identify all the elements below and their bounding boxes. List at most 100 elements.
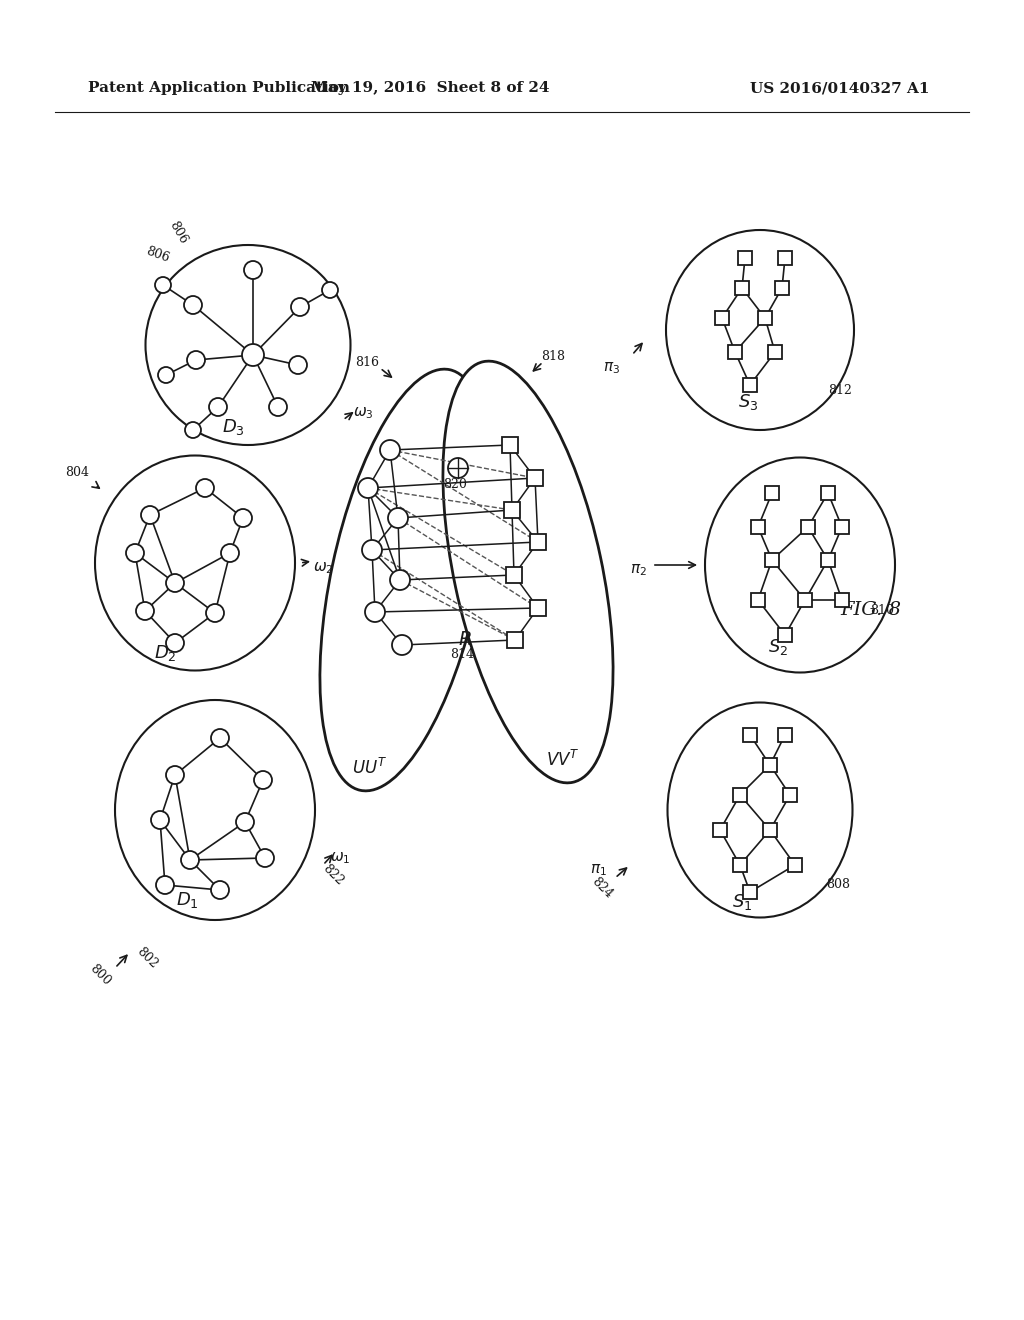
Circle shape [155, 277, 171, 293]
Text: 806: 806 [166, 219, 189, 247]
Text: 816: 816 [355, 355, 379, 368]
Bar [504, 502, 520, 517]
Bar [763, 758, 777, 772]
Text: $\pi_1$: $\pi_1$ [590, 862, 606, 878]
Bar [758, 312, 772, 325]
Circle shape [365, 602, 385, 622]
Bar [798, 593, 812, 607]
Bar [763, 822, 777, 837]
Circle shape [126, 544, 144, 562]
Text: $D_2$: $D_2$ [154, 643, 176, 663]
Text: Patent Application Publication: Patent Application Publication [88, 81, 350, 95]
Bar [507, 632, 523, 648]
Text: $\omega_3$: $\omega_3$ [352, 405, 374, 421]
Text: 810: 810 [870, 603, 894, 616]
Circle shape [269, 399, 287, 416]
Bar [775, 281, 790, 294]
Bar [778, 729, 792, 742]
Circle shape [388, 508, 408, 528]
Circle shape [211, 880, 229, 899]
Text: 802: 802 [134, 945, 160, 972]
Bar [788, 858, 802, 873]
Circle shape [185, 422, 201, 438]
Ellipse shape [668, 702, 853, 917]
Ellipse shape [705, 458, 895, 672]
Text: 820: 820 [443, 479, 467, 491]
Ellipse shape [95, 455, 295, 671]
Bar [743, 884, 757, 899]
Circle shape [449, 458, 468, 478]
Circle shape [206, 605, 224, 622]
Text: $\omega_2$: $\omega_2$ [312, 560, 333, 576]
Bar [738, 251, 752, 265]
Circle shape [181, 851, 199, 869]
Circle shape [390, 570, 410, 590]
Text: $D_1$: $D_1$ [176, 890, 199, 909]
Bar [530, 601, 546, 616]
Bar [821, 486, 835, 500]
Text: 812: 812 [828, 384, 852, 396]
Bar [835, 593, 849, 607]
Circle shape [362, 540, 382, 560]
Circle shape [256, 849, 274, 867]
Ellipse shape [115, 700, 315, 920]
Text: 808: 808 [826, 879, 850, 891]
Circle shape [322, 282, 338, 298]
Text: $D_3$: $D_3$ [221, 417, 245, 437]
Circle shape [291, 298, 309, 315]
Circle shape [254, 771, 272, 789]
Circle shape [234, 510, 252, 527]
Bar [835, 520, 849, 535]
Bar [735, 281, 749, 294]
Text: $\pi_3$: $\pi_3$ [603, 360, 621, 376]
Bar [713, 822, 727, 837]
Circle shape [209, 399, 227, 416]
Ellipse shape [443, 362, 613, 783]
Text: May 19, 2016  Sheet 8 of 24: May 19, 2016 Sheet 8 of 24 [310, 81, 549, 95]
Circle shape [166, 634, 184, 652]
Text: $\omega_1$: $\omega_1$ [330, 850, 350, 866]
Bar [530, 535, 546, 550]
Text: 800: 800 [87, 962, 113, 989]
Circle shape [358, 478, 378, 498]
Bar [778, 251, 792, 265]
Bar [801, 520, 815, 535]
Bar [783, 788, 797, 803]
Bar [527, 470, 543, 486]
Text: 818: 818 [541, 351, 565, 363]
Text: $\pi_2$: $\pi_2$ [630, 562, 646, 578]
Bar [821, 553, 835, 568]
Circle shape [158, 367, 174, 383]
Bar [715, 312, 729, 325]
Circle shape [156, 876, 174, 894]
Text: 824: 824 [589, 875, 615, 902]
Circle shape [187, 351, 205, 370]
Circle shape [141, 506, 159, 524]
Bar [765, 486, 779, 500]
Bar [765, 553, 779, 568]
Bar [751, 593, 765, 607]
Text: $VV^T$: $VV^T$ [546, 750, 580, 770]
Text: 806: 806 [144, 244, 171, 265]
Text: 822: 822 [321, 862, 346, 888]
Ellipse shape [145, 246, 350, 445]
Circle shape [236, 813, 254, 832]
Circle shape [151, 810, 169, 829]
Text: $UU^T$: $UU^T$ [352, 758, 388, 777]
Bar [728, 345, 742, 359]
Text: US 2016/0140327 A1: US 2016/0140327 A1 [750, 81, 930, 95]
Bar [743, 729, 757, 742]
Bar [778, 628, 792, 642]
Text: $S_3$: $S_3$ [738, 392, 758, 412]
Bar [743, 378, 757, 392]
Ellipse shape [319, 370, 490, 791]
Circle shape [196, 479, 214, 498]
Text: 814: 814 [450, 648, 474, 661]
Circle shape [289, 356, 307, 374]
Circle shape [136, 602, 154, 620]
Circle shape [242, 345, 264, 366]
Ellipse shape [666, 230, 854, 430]
Text: $S_2$: $S_2$ [768, 638, 788, 657]
Text: FIG. 8: FIG. 8 [840, 601, 901, 619]
Text: 804: 804 [65, 466, 89, 479]
